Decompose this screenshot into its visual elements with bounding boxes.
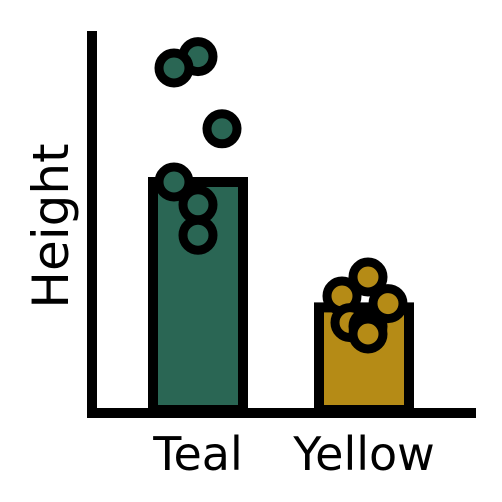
data-point-teal [178, 215, 218, 255]
x-tick-label-teal: Teal [152, 427, 243, 481]
data-point-yellow [348, 257, 388, 297]
x-tick-label-yellow: Yellow [292, 427, 435, 481]
data-point-teal [154, 162, 194, 202]
data-point-yellow [348, 314, 388, 354]
y-axis-label: Height [22, 143, 80, 308]
data-point-teal [178, 185, 218, 225]
data-point-yellow [368, 284, 408, 324]
data-point-teal [202, 109, 242, 149]
data-point-teal [154, 48, 194, 88]
